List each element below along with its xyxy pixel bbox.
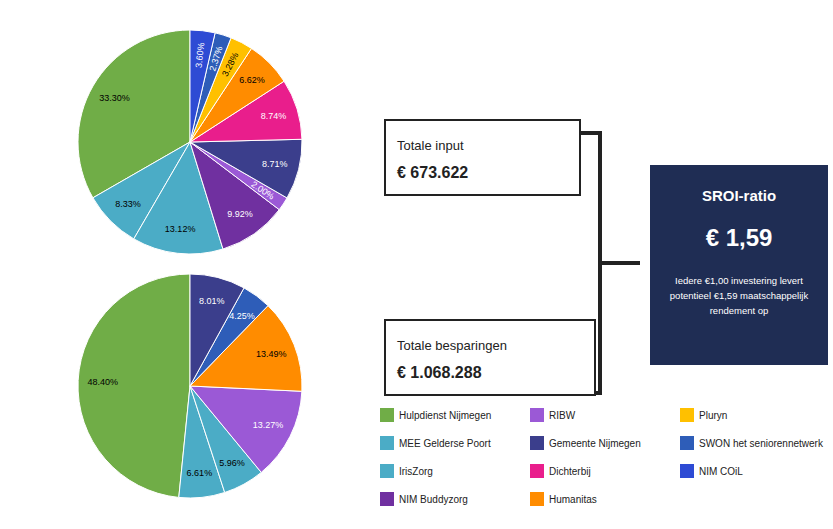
legend-swatch: [680, 436, 694, 450]
data-label: 8.01%: [199, 296, 225, 306]
legend-item: SWON het seniorennetwerk: [680, 436, 824, 450]
sroi-text: Iedere €1,00 investering levert potentiee…: [670, 275, 809, 316]
data-label: 33.30%: [99, 93, 130, 103]
data-label: 13.27%: [253, 420, 284, 430]
legend-label: RIBW: [549, 410, 576, 421]
legend-label: Humanitas: [549, 494, 597, 505]
box-frame: [385, 120, 580, 195]
data-labels: 33.30% 8.33% 13.12% 9.92% 2.00% 8.71% 8.74% 6.6…: [99, 42, 287, 234]
legend-label: Hulpdienst Nijmegen: [399, 410, 491, 421]
legend-label: IrisZorg: [399, 466, 433, 477]
legend-item: IrisZorg: [380, 464, 433, 478]
legend-item: NIM Buddyzorg: [380, 492, 468, 506]
data-label: 13.12%: [165, 224, 196, 234]
legend-label: NIM COiL: [699, 466, 743, 477]
info-box: Totale input € 673.622: [385, 120, 580, 195]
data-labels: 48.40% 6.61% 5.96% 13.27% 13.49% 4.25% 8.01%: [87, 296, 286, 477]
data-label: 4.25%: [229, 311, 255, 321]
data-label: 13.49%: [256, 349, 287, 359]
legend-swatch: [380, 492, 394, 506]
data-label: 8.74%: [261, 111, 287, 121]
data-label: 2.00%: [249, 179, 276, 201]
pie-slice: [190, 30, 215, 142]
data-label: 8.71%: [262, 159, 288, 169]
legend-swatch: [530, 464, 544, 478]
pie-slice: [190, 386, 302, 472]
info-box: Totale besparingen € 1.068.288: [385, 320, 595, 395]
pie-slice: [78, 274, 190, 497]
box-value: € 673.622: [397, 164, 468, 181]
legend-item: Gemeente Nijmegen: [530, 436, 641, 450]
pie: 48.40% 6.61% 5.96% 13.27% 13.49% 4.25% 8.01%: [78, 274, 302, 498]
legend-swatch: [530, 436, 544, 450]
legend-item: RIBW: [530, 408, 576, 422]
sroi-title: SROI-ratio: [702, 187, 776, 204]
sroi-box: SROI-ratio € 1,59 Iedere €1,00 investering…: [650, 165, 828, 365]
legend-swatch: [530, 492, 544, 506]
data-label: 6.62%: [239, 75, 265, 85]
pie: 33.30% 8.33% 13.12% 9.92% 2.00% 8.71% 8.74% 6.6…: [78, 30, 302, 254]
legend-swatch: [380, 464, 394, 478]
sroi-background: [650, 165, 828, 365]
sroi-text-line: Iedere €1,00 investering levert: [675, 275, 803, 286]
legend-item: Hulpdienst Nijmegen: [380, 408, 491, 422]
sroi-value: € 1,59: [706, 224, 773, 251]
box-frame: [385, 320, 595, 395]
legend-item: Humanitas: [530, 492, 597, 506]
legend-swatch: [380, 408, 394, 422]
legend-swatch: [680, 464, 694, 478]
data-label: 6.61%: [187, 468, 213, 478]
legend-item: MEE Gelderse Poort: [380, 436, 491, 450]
pie-slice: [190, 139, 302, 198]
slices: [78, 30, 302, 254]
legend-item: Pluryn: [680, 408, 727, 422]
data-label: 2.37%: [207, 45, 224, 72]
sroi-text-line: rendement op: [710, 305, 769, 316]
legend-label: NIM Buddyzorg: [399, 494, 468, 505]
legend-item: NIM COiL: [680, 464, 743, 478]
sroi-text-line: potentieel €1,59 maatschappelijk: [670, 290, 809, 301]
data-label: 48.40%: [87, 377, 118, 387]
legend-label: MEE Gelderse Poort: [399, 438, 491, 449]
box-value: € 1.068.288: [397, 364, 482, 381]
legend-swatch: [530, 408, 544, 422]
legend-item: Dichterbij: [530, 464, 591, 478]
slices: [78, 274, 302, 498]
legend-swatch: [380, 436, 394, 450]
legend-label: Gemeente Nijmegen: [549, 438, 641, 449]
data-label: 3.60%: [193, 42, 206, 68]
box-title: Totale besparingen: [397, 338, 507, 353]
pie-slice: [190, 274, 244, 386]
data-label: 5.96%: [219, 458, 245, 468]
legend-label: SWON het seniorennetwerk: [699, 438, 824, 449]
bracket: [580, 133, 640, 393]
chart: 33.30% 8.33% 13.12% 9.92% 2.00% 8.71% 8.74% 6.6…: [0, 0, 833, 529]
legend-swatch: [680, 408, 694, 422]
data-label: 9.92%: [227, 209, 253, 219]
legend: Hulpdienst Nijmegen MEE Gelderse Poort Iri…: [380, 408, 824, 506]
box-title: Totale input: [397, 138, 464, 153]
legend-label: Pluryn: [699, 410, 727, 421]
data-label: 3.28%: [220, 51, 241, 78]
data-label: 8.33%: [115, 199, 141, 209]
legend-label: Dichterbij: [549, 466, 591, 477]
